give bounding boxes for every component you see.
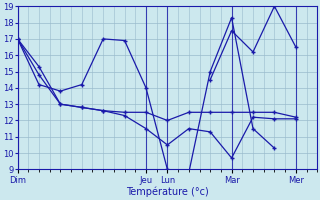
- X-axis label: Température (°c): Température (°c): [126, 187, 209, 197]
